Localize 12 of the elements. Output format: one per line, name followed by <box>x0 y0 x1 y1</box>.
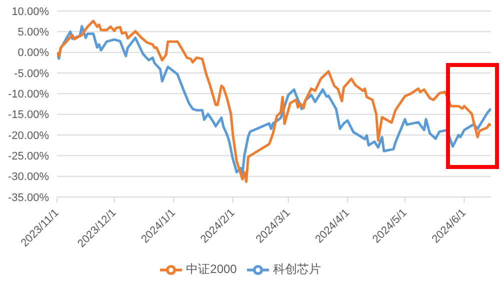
legend-label: 科创芯片 <box>272 262 321 276</box>
legend-label: 中证2000 <box>186 262 237 276</box>
y-tick-label: -25.00% <box>8 150 50 163</box>
y-tick-label: -30.00% <box>8 171 50 184</box>
y-tick-label: -35.00% <box>8 192 50 204</box>
y-tick-label: -15.00% <box>8 109 50 122</box>
y-tick-label: -5.00% <box>14 68 50 80</box>
y-tick-label: 0.00% <box>18 47 50 60</box>
y-tick-label: 10.00% <box>12 6 50 18</box>
y-tick-label: -10.00% <box>8 88 50 101</box>
y-tick-label: 5.00% <box>18 26 50 39</box>
y-tick-label: -20.00% <box>8 130 50 142</box>
